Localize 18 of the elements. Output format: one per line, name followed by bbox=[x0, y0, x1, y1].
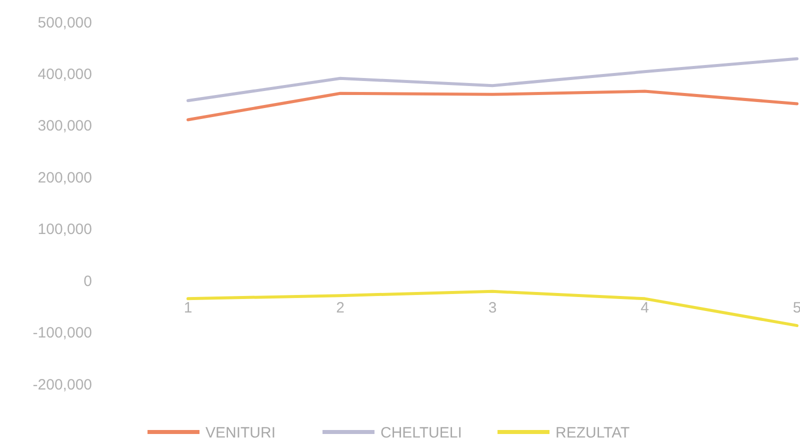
y-tick-label: 300,000 bbox=[38, 118, 92, 135]
y-tick-label: -100,000 bbox=[32, 324, 92, 342]
x-tick-label: 4 bbox=[640, 300, 649, 317]
legend-label: VENITURI bbox=[206, 424, 276, 442]
x-tick-label: 3 bbox=[488, 300, 497, 317]
y-tick-label: -200,000 bbox=[32, 376, 92, 394]
legend-label: REZULTAT bbox=[556, 424, 630, 442]
x-tick-label: 1 bbox=[184, 300, 192, 317]
y-tick-label: 500,000 bbox=[38, 14, 92, 32]
line-series bbox=[186, 90, 798, 122]
x-tick-label: 2 bbox=[336, 300, 344, 317]
y-tick-label: 0 bbox=[84, 272, 92, 290]
line-series bbox=[186, 290, 798, 328]
legend-label: CHELTUELI bbox=[380, 424, 462, 442]
y-tick-label: 400,000 bbox=[38, 66, 92, 83]
y-tick-label: 200,000 bbox=[38, 169, 92, 186]
y-tick-label: 100,000 bbox=[38, 221, 92, 238]
line-series bbox=[186, 57, 798, 102]
